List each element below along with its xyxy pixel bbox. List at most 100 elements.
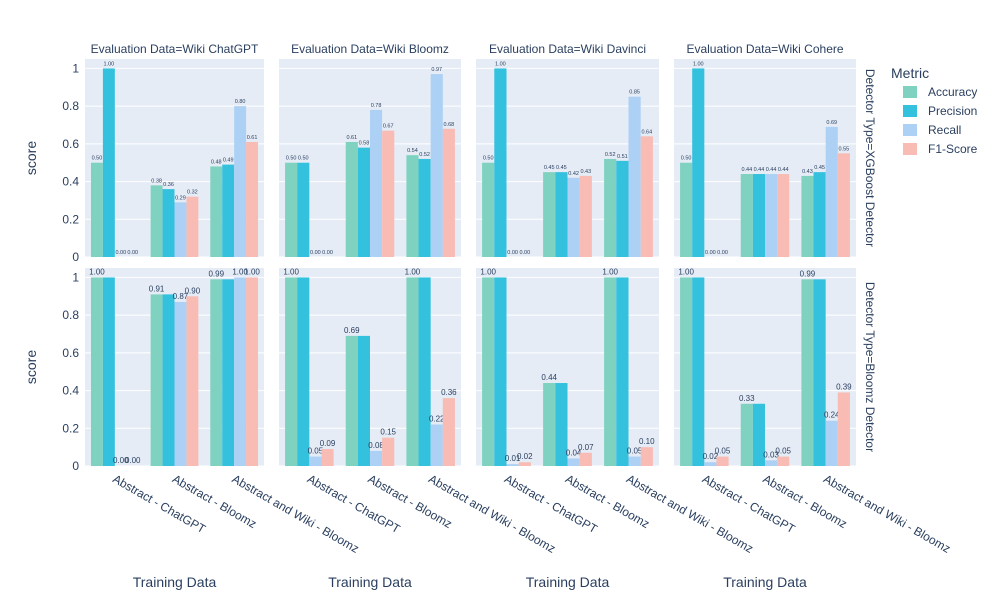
data-label: 0.05 bbox=[715, 447, 731, 456]
facet-title: Evaluation Data=Wiki Davinci bbox=[489, 42, 646, 56]
bar-accuracy bbox=[604, 277, 617, 466]
data-label: 0.44 bbox=[541, 373, 557, 382]
data-label: 0.00 bbox=[717, 250, 728, 256]
bar-accuracy bbox=[680, 162, 693, 257]
data-label: 0.02 bbox=[517, 452, 533, 461]
data-label: 0.54 bbox=[407, 148, 418, 154]
facet-panel: 0.50 1.00 0.00 0.00 0.380.36 0.290.32 0.48 0.49… bbox=[85, 59, 264, 258]
facet-panel: 1.000.000.000.910.870.900.99 1.001.00 bbox=[85, 267, 264, 467]
data-label: 0.61 bbox=[346, 135, 357, 141]
y-tick-label: 0.2 bbox=[62, 421, 79, 435]
bar-recall bbox=[174, 202, 187, 257]
data-label: 0.61 bbox=[247, 135, 258, 141]
bar-f1-score bbox=[777, 174, 790, 257]
data-label: 0.52 bbox=[605, 152, 616, 158]
bar-accuracy bbox=[210, 279, 223, 466]
row-title: Detector Type=Bloomz Detector bbox=[863, 282, 877, 452]
bar-accuracy bbox=[210, 166, 223, 257]
legend-swatch bbox=[903, 143, 917, 155]
data-label: 0.00 bbox=[519, 250, 530, 256]
bar-precision bbox=[102, 68, 115, 257]
bar-accuracy bbox=[150, 294, 163, 466]
bar-precision bbox=[494, 277, 507, 466]
legend-title: Metric bbox=[891, 65, 929, 81]
data-label: 0.91 bbox=[149, 284, 165, 293]
data-label: 0.67 bbox=[383, 124, 394, 130]
data-label: 0.45 bbox=[556, 165, 567, 171]
data-label: 0.22 bbox=[429, 415, 445, 424]
legend-entry: Precision bbox=[928, 104, 977, 118]
bar-accuracy bbox=[604, 158, 617, 257]
x-axis-title: Training Data bbox=[328, 574, 412, 590]
legend-swatch bbox=[903, 86, 917, 98]
data-label: 0.05 bbox=[775, 447, 791, 456]
bar-precision bbox=[555, 172, 568, 257]
data-label: 0.44 bbox=[778, 167, 789, 173]
bar-f1-score bbox=[579, 175, 592, 257]
facet-title: Evaluation Data=Wiki Cohere bbox=[686, 42, 843, 56]
bar-accuracy bbox=[285, 162, 298, 257]
data-label: 0.50 bbox=[298, 156, 309, 162]
data-label: 0.05 bbox=[627, 447, 643, 456]
data-label: 0.52 bbox=[419, 152, 430, 158]
data-label: 1.00 bbox=[405, 267, 421, 276]
data-label: 0.29 bbox=[175, 195, 186, 201]
data-label: 0.85 bbox=[629, 90, 640, 96]
bar-recall bbox=[765, 174, 778, 257]
bar-precision bbox=[616, 277, 629, 466]
data-label: 1.00 bbox=[89, 267, 105, 276]
data-label: 0.08 bbox=[368, 441, 384, 450]
y-tick-label: 0 bbox=[72, 250, 79, 264]
bar-recall bbox=[825, 420, 838, 466]
bar-f1-score bbox=[579, 452, 592, 466]
facet-panel: 1.000.020.050.330.030.050.990.240.39 bbox=[674, 267, 856, 467]
bar-accuracy bbox=[345, 141, 358, 257]
y-tick-label: 0.6 bbox=[62, 346, 79, 360]
bar-accuracy bbox=[680, 277, 693, 466]
bar-recall bbox=[309, 456, 322, 466]
legend: Metric Accuracy Precision Recall F1-Score bbox=[891, 65, 978, 156]
bar-accuracy bbox=[406, 155, 419, 257]
facet-panel: 0.50 0.50 0.00 0.00 0.610.58 0.78 0.67 0.540.52… bbox=[279, 59, 461, 258]
data-label: 0.42 bbox=[568, 171, 579, 177]
data-label: 0.50 bbox=[483, 156, 494, 162]
row-title: Detector Type=XGBoost Detector bbox=[863, 69, 877, 247]
data-label: 0.09 bbox=[320, 439, 336, 448]
bar-recall bbox=[567, 177, 580, 257]
bar-precision bbox=[222, 164, 235, 257]
bar-recall bbox=[765, 460, 778, 466]
bar-recall bbox=[825, 126, 838, 257]
facet-title: Evaluation Data=Wiki ChatGPT bbox=[91, 42, 259, 56]
data-label: 0.10 bbox=[639, 437, 655, 446]
bar-precision bbox=[616, 160, 629, 257]
bar-accuracy bbox=[543, 383, 556, 466]
bar-f1-score bbox=[777, 456, 790, 466]
data-label: 0.44 bbox=[766, 167, 777, 173]
data-label: 0.38 bbox=[151, 178, 162, 184]
bar-recall bbox=[567, 458, 580, 466]
data-label: 0.43 bbox=[580, 169, 591, 175]
data-label: 0.32 bbox=[187, 190, 198, 196]
y-tick-label: 0.4 bbox=[62, 175, 79, 189]
bar-recall bbox=[234, 277, 247, 466]
data-label: 0.00 bbox=[705, 250, 716, 256]
bar-accuracy bbox=[406, 277, 419, 466]
data-label: 0.05 bbox=[308, 447, 324, 456]
bar-precision bbox=[418, 158, 431, 257]
bar-f1-score bbox=[246, 277, 259, 466]
y-tick-label: 0 bbox=[72, 459, 79, 473]
bar-recall bbox=[430, 424, 443, 466]
legend-swatch bbox=[903, 124, 917, 136]
bar-accuracy bbox=[801, 279, 814, 466]
data-label: 0.44 bbox=[754, 167, 765, 173]
data-label: 0.80 bbox=[235, 99, 246, 105]
y-tick-label: 1 bbox=[72, 61, 79, 75]
bar-precision bbox=[297, 277, 310, 466]
data-label: 1.00 bbox=[480, 267, 496, 276]
data-label: 0.64 bbox=[641, 129, 652, 135]
bar-f1-score bbox=[382, 437, 395, 466]
bar-recall bbox=[234, 106, 247, 258]
bar-precision bbox=[494, 68, 507, 257]
bar-accuracy bbox=[90, 162, 103, 257]
